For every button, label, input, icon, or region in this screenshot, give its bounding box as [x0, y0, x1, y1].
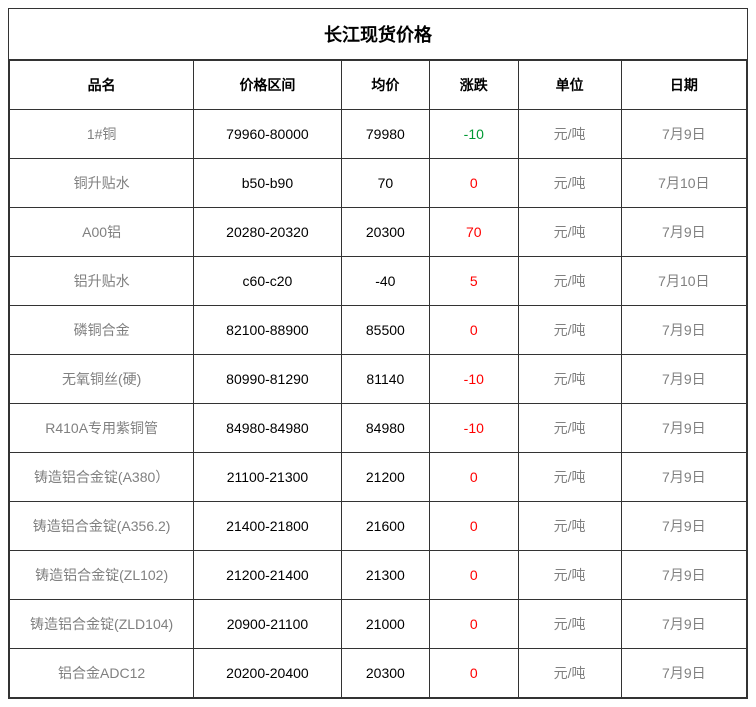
cell-change: 0	[430, 551, 518, 600]
cell-range: 79960-80000	[194, 110, 341, 159]
cell-unit: 元/吨	[518, 306, 621, 355]
cell-name: 铝升贴水	[10, 257, 194, 306]
cell-name: 铝合金ADC12	[10, 649, 194, 698]
cell-date: 7月10日	[621, 257, 746, 306]
cell-avg: 20300	[341, 649, 429, 698]
col-header-range: 价格区间	[194, 61, 341, 110]
table-row: 铝合金ADC1220200-20400203000元/吨7月9日	[10, 649, 747, 698]
cell-range: 21100-21300	[194, 453, 341, 502]
cell-name: R410A专用紫铜管	[10, 404, 194, 453]
table-row: 铸造铝合金锭(A380）21100-21300212000元/吨7月9日	[10, 453, 747, 502]
cell-range: 80990-81290	[194, 355, 341, 404]
cell-change: -10	[430, 404, 518, 453]
table-row: 磷铜合金82100-88900855000元/吨7月9日	[10, 306, 747, 355]
cell-unit: 元/吨	[518, 502, 621, 551]
cell-unit: 元/吨	[518, 159, 621, 208]
cell-range: 21400-21800	[194, 502, 341, 551]
cell-avg: 70	[341, 159, 429, 208]
cell-range: b50-b90	[194, 159, 341, 208]
table-row: 铸造铝合金锭(A356.2)21400-21800216000元/吨7月9日	[10, 502, 747, 551]
cell-avg: 79980	[341, 110, 429, 159]
cell-name: 无氧铜丝(硬)	[10, 355, 194, 404]
cell-avg: 20300	[341, 208, 429, 257]
col-header-date: 日期	[621, 61, 746, 110]
cell-change: 0	[430, 502, 518, 551]
cell-unit: 元/吨	[518, 600, 621, 649]
col-header-name: 品名	[10, 61, 194, 110]
cell-date: 7月9日	[621, 502, 746, 551]
cell-change: 70	[430, 208, 518, 257]
cell-range: 20900-21100	[194, 600, 341, 649]
cell-date: 7月9日	[621, 551, 746, 600]
cell-name: 1#铜	[10, 110, 194, 159]
cell-name: 铸造铝合金锭(A380）	[10, 453, 194, 502]
table-row: 1#铜79960-8000079980-10元/吨7月9日	[10, 110, 747, 159]
col-header-change: 涨跌	[430, 61, 518, 110]
cell-date: 7月9日	[621, 649, 746, 698]
cell-unit: 元/吨	[518, 257, 621, 306]
cell-range: 21200-21400	[194, 551, 341, 600]
cell-date: 7月10日	[621, 159, 746, 208]
cell-date: 7月9日	[621, 600, 746, 649]
cell-range: 20200-20400	[194, 649, 341, 698]
cell-name: 铸造铝合金锭(ZLD104)	[10, 600, 194, 649]
cell-avg: 21300	[341, 551, 429, 600]
cell-name: A00铝	[10, 208, 194, 257]
cell-avg: 21000	[341, 600, 429, 649]
col-header-unit: 单位	[518, 61, 621, 110]
cell-avg: 81140	[341, 355, 429, 404]
col-header-avg: 均价	[341, 61, 429, 110]
cell-range: 82100-88900	[194, 306, 341, 355]
cell-range: 20280-20320	[194, 208, 341, 257]
cell-range: 84980-84980	[194, 404, 341, 453]
cell-unit: 元/吨	[518, 649, 621, 698]
cell-change: -10	[430, 355, 518, 404]
cell-date: 7月9日	[621, 208, 746, 257]
cell-change: 5	[430, 257, 518, 306]
table-row: 铝升贴水c60-c20-405元/吨7月10日	[10, 257, 747, 306]
cell-date: 7月9日	[621, 453, 746, 502]
cell-date: 7月9日	[621, 110, 746, 159]
cell-change: 0	[430, 159, 518, 208]
cell-avg: 85500	[341, 306, 429, 355]
table-row: 无氧铜丝(硬)80990-8129081140-10元/吨7月9日	[10, 355, 747, 404]
cell-name: 铸造铝合金锭(ZL102)	[10, 551, 194, 600]
table-title: 长江现货价格	[9, 9, 747, 60]
price-table-container: 长江现货价格 品名 价格区间 均价 涨跌 单位 日期 1#铜79960-8000…	[8, 8, 748, 699]
price-table: 品名 价格区间 均价 涨跌 单位 日期 1#铜79960-8000079980-…	[9, 60, 747, 698]
cell-date: 7月9日	[621, 404, 746, 453]
cell-name: 磷铜合金	[10, 306, 194, 355]
cell-unit: 元/吨	[518, 453, 621, 502]
header-row: 品名 价格区间 均价 涨跌 单位 日期	[10, 61, 747, 110]
cell-range: c60-c20	[194, 257, 341, 306]
table-row: A00铝20280-203202030070元/吨7月9日	[10, 208, 747, 257]
table-row: 铜升贴水b50-b90700元/吨7月10日	[10, 159, 747, 208]
cell-unit: 元/吨	[518, 208, 621, 257]
cell-avg: -40	[341, 257, 429, 306]
cell-name: 铜升贴水	[10, 159, 194, 208]
table-row: R410A专用紫铜管84980-8498084980-10元/吨7月9日	[10, 404, 747, 453]
cell-name: 铸造铝合金锭(A356.2)	[10, 502, 194, 551]
cell-change: 0	[430, 600, 518, 649]
cell-change: -10	[430, 110, 518, 159]
cell-avg: 84980	[341, 404, 429, 453]
cell-date: 7月9日	[621, 355, 746, 404]
table-row: 铸造铝合金锭(ZLD104)20900-21100210000元/吨7月9日	[10, 600, 747, 649]
cell-change: 0	[430, 649, 518, 698]
cell-unit: 元/吨	[518, 110, 621, 159]
cell-unit: 元/吨	[518, 355, 621, 404]
cell-unit: 元/吨	[518, 404, 621, 453]
cell-date: 7月9日	[621, 306, 746, 355]
cell-change: 0	[430, 453, 518, 502]
cell-avg: 21200	[341, 453, 429, 502]
cell-avg: 21600	[341, 502, 429, 551]
table-row: 铸造铝合金锭(ZL102)21200-21400213000元/吨7月9日	[10, 551, 747, 600]
cell-unit: 元/吨	[518, 551, 621, 600]
cell-change: 0	[430, 306, 518, 355]
